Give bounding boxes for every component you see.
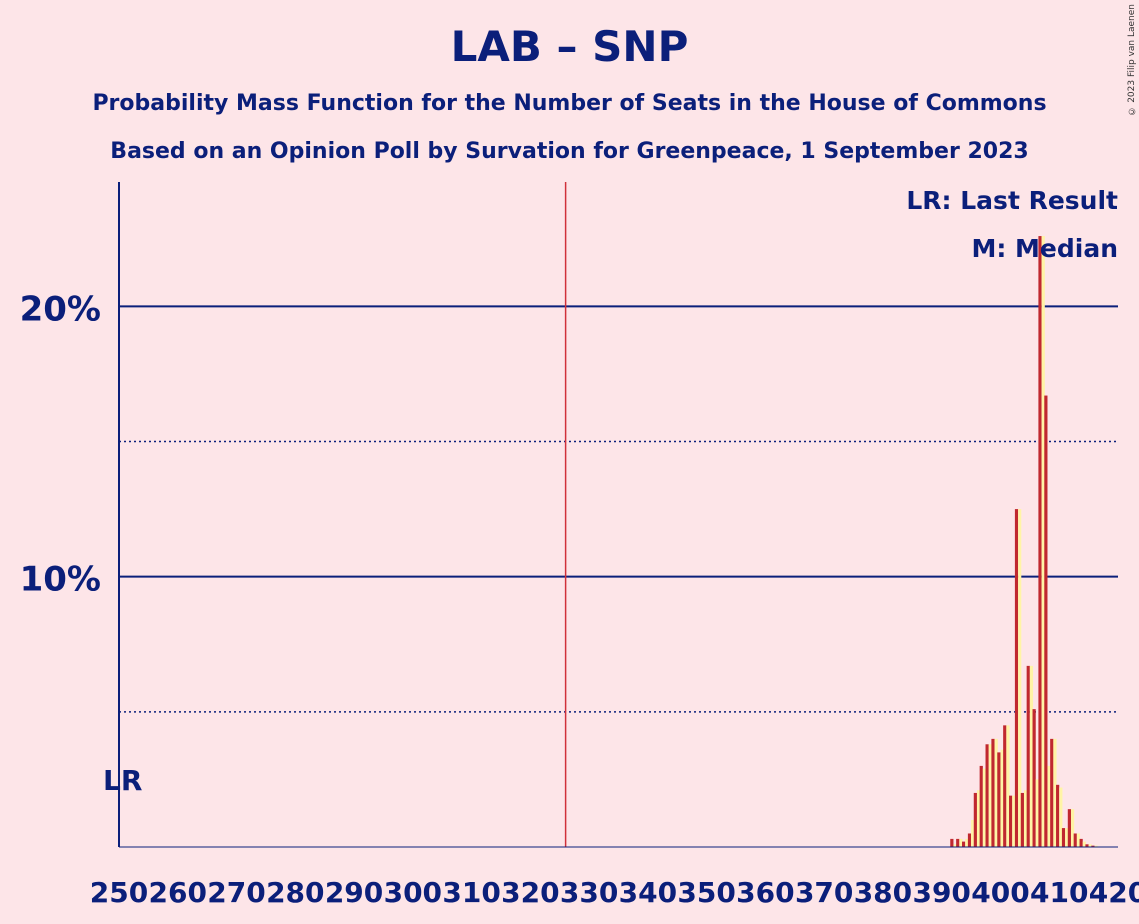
x-tick-label: 350 xyxy=(677,876,735,909)
legend-median: M: Median xyxy=(971,234,1118,263)
bar-yellow xyxy=(1041,236,1045,847)
bar-yellow xyxy=(959,838,963,847)
bar-yellow xyxy=(1029,665,1034,847)
bar-yellow xyxy=(1070,809,1075,847)
x-tick-label: 270 xyxy=(207,876,265,909)
y-tick-label: 10% xyxy=(20,560,101,600)
bar-red xyxy=(979,765,983,847)
chart-subtitle: Probability Mass Function for the Number… xyxy=(92,91,1047,116)
x-tick-label: 360 xyxy=(736,876,794,909)
bar-yellow xyxy=(1094,845,1098,847)
bar-red xyxy=(1026,665,1030,847)
x-tick-label: 290 xyxy=(325,876,383,909)
x-tick-label: 300 xyxy=(384,876,442,909)
x-tick-label: 310 xyxy=(442,876,500,909)
bar-red xyxy=(1003,725,1007,847)
bar-yellow xyxy=(1053,738,1057,847)
x-tick-label: 370 xyxy=(795,876,853,909)
bar-yellow xyxy=(988,744,992,847)
x-tick-label: 250 xyxy=(90,876,148,909)
x-tick-label: 260 xyxy=(149,876,207,909)
bar-red xyxy=(950,838,954,847)
bar-red xyxy=(973,792,977,847)
bar-red xyxy=(1038,236,1042,847)
bar-red xyxy=(1014,509,1019,847)
bar-red xyxy=(1032,709,1036,847)
bar-yellow xyxy=(1059,787,1063,847)
x-tick-label: 400 xyxy=(971,876,1029,909)
bar-yellow xyxy=(1082,841,1086,847)
bar-red xyxy=(1061,828,1066,847)
bar-red xyxy=(1056,784,1060,847)
y-tick-label: 20% xyxy=(20,289,101,329)
bar-red xyxy=(1050,738,1054,847)
bar-yellow xyxy=(1065,828,1069,847)
bar-red xyxy=(967,833,972,847)
bar-red xyxy=(1067,809,1071,847)
bar-yellow xyxy=(1076,833,1081,847)
bar-yellow xyxy=(1035,779,1039,847)
bar-red xyxy=(962,841,966,847)
bar-red xyxy=(1085,844,1089,847)
x-tick-label: 420 xyxy=(1089,876,1139,909)
bar-yellow xyxy=(965,838,969,847)
x-tick-label: 380 xyxy=(854,876,912,909)
x-tick-label: 280 xyxy=(266,876,324,909)
bar-yellow xyxy=(1000,749,1004,847)
x-tick-label: 330 xyxy=(560,876,618,909)
bar-yellow xyxy=(1023,790,1028,847)
bar-yellow xyxy=(1047,765,1051,847)
bar-yellow xyxy=(1006,725,1010,847)
bar-red xyxy=(985,744,989,847)
bar-red xyxy=(1009,795,1013,847)
chart-title: LAB – SNP xyxy=(450,22,689,71)
bar-red xyxy=(1079,838,1083,847)
chart-subtitle-source: Based on an Opinion Poll by Survation fo… xyxy=(110,139,1029,164)
bar-red xyxy=(1020,792,1024,847)
x-tick-label: 410 xyxy=(1030,876,1088,909)
x-tick-label: 390 xyxy=(912,876,970,909)
bar-yellow xyxy=(982,768,987,847)
bar-yellow xyxy=(1012,795,1016,847)
legend-last-result: LR: Last Result xyxy=(906,186,1118,215)
bar-red xyxy=(1044,395,1048,847)
bar-yellow xyxy=(976,790,981,847)
bar-red xyxy=(1073,833,1077,847)
bar-yellow xyxy=(994,738,998,847)
bar-red xyxy=(1091,845,1095,847)
last-result-marker: LR xyxy=(103,764,142,797)
bar-yellow xyxy=(1088,844,1092,847)
bar-red xyxy=(991,738,995,847)
bar-yellow xyxy=(953,844,957,847)
bar-red xyxy=(956,838,960,847)
x-tick-label: 320 xyxy=(501,876,559,909)
bar-yellow xyxy=(971,819,975,847)
bar-red xyxy=(997,752,1001,847)
bar-yellow xyxy=(1018,509,1022,847)
x-tick-label: 340 xyxy=(619,876,677,909)
